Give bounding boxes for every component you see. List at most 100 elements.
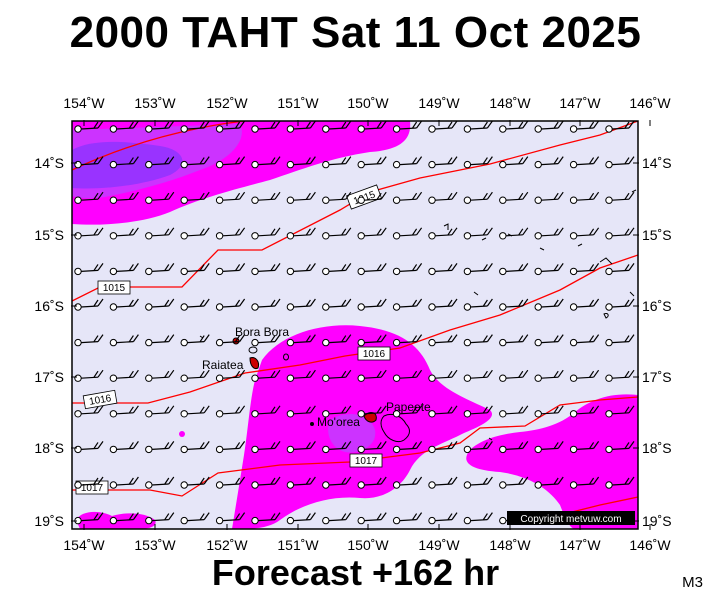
wind-barb <box>215 476 246 489</box>
isobar-label: 1017 <box>355 456 378 467</box>
x-tick-label: 153˚W <box>134 95 176 111</box>
x-tick-label: 154˚W <box>63 95 105 111</box>
wind-barb <box>145 191 175 204</box>
wind-barb <box>180 512 210 525</box>
forecast-hours: Forecast +162 hr <box>211 552 500 593</box>
wind-barb <box>322 263 352 276</box>
wind-barb <box>357 405 387 418</box>
wind-barb <box>392 227 423 240</box>
wind-barb <box>605 121 635 133</box>
wind-barb <box>641 192 669 203</box>
wind-barb <box>463 263 493 276</box>
wind-barb <box>499 156 529 169</box>
wind-barb <box>569 191 600 204</box>
wind-barb <box>428 263 458 276</box>
wind-barb <box>215 405 246 418</box>
wind-barb <box>463 476 493 489</box>
wind-barb <box>74 334 104 347</box>
y-tick-label: 19˚S <box>642 513 672 529</box>
wind-barb <box>74 227 104 240</box>
wind-barb <box>286 476 316 489</box>
wind-barb <box>428 191 458 204</box>
place-label-bora-bora: Bora Bora <box>235 325 289 339</box>
wind-barb <box>215 156 246 169</box>
wind-barb <box>74 441 104 454</box>
wind-barb <box>109 298 139 311</box>
x-tick-label: 150˚W <box>347 537 389 553</box>
wind-barb <box>569 227 600 240</box>
wind-barb <box>251 191 281 204</box>
wind-barb <box>357 476 387 489</box>
map-title: 2000 TAHT Sat 11 Oct 2025 <box>69 8 642 57</box>
wind-barb <box>74 121 104 133</box>
wind-barb <box>286 227 316 240</box>
wind-barb <box>463 441 493 454</box>
wind-barb <box>286 405 316 418</box>
wind-barb <box>392 334 423 347</box>
wind-barb <box>215 512 246 525</box>
wind-barb <box>286 121 316 133</box>
wind-barb <box>499 334 529 347</box>
wind-barb <box>180 369 210 382</box>
wind-barb <box>677 335 705 346</box>
wind-barb <box>428 441 458 454</box>
wind-barb <box>251 405 281 418</box>
wind-barb <box>74 476 104 489</box>
wind-barb <box>215 191 246 204</box>
wind-barb <box>499 405 529 418</box>
wind-barb <box>74 405 104 418</box>
wind-barb <box>286 369 316 382</box>
wind-barb <box>215 263 246 276</box>
wind-barb <box>392 298 423 311</box>
wind-barb <box>357 156 387 169</box>
wind-barb <box>569 298 600 311</box>
wind-barb <box>392 476 423 489</box>
wind-barb <box>251 441 281 454</box>
wind-barb <box>251 476 281 489</box>
wind-barb <box>534 263 564 276</box>
y-tick-label: 15˚S <box>642 227 672 243</box>
wind-barb <box>286 512 316 525</box>
wind-barb <box>605 405 635 418</box>
wind-barb <box>145 405 175 418</box>
wind-barb <box>357 334 387 347</box>
wind-barb <box>322 369 352 382</box>
wind-barb <box>534 156 564 169</box>
wind-barb <box>251 369 281 382</box>
wind-barb <box>74 156 104 169</box>
isobar-label: 1017 <box>81 483 104 494</box>
wind-barb <box>428 227 458 240</box>
wind-barb <box>286 191 316 204</box>
wind-barb <box>534 121 564 133</box>
wind-barb <box>180 263 210 276</box>
wind-barb <box>677 228 705 239</box>
x-tick-label: 151˚W <box>277 537 319 553</box>
x-tick-label: 147˚W <box>559 537 601 553</box>
wind-barb <box>215 227 246 240</box>
wind-barb <box>677 513 705 524</box>
x-tick-label: 149˚W <box>418 95 460 111</box>
y-tick-label: 18˚S <box>642 440 672 456</box>
wind-barb <box>322 476 352 489</box>
wind-barb <box>180 441 210 454</box>
wind-barb <box>392 156 423 169</box>
wind-barb <box>677 477 705 488</box>
wind-barb <box>428 121 458 133</box>
wind-barb <box>109 334 139 347</box>
wind-barb <box>677 263 705 274</box>
rain-area-central-medium <box>328 414 376 453</box>
y-tick-label: 14˚S <box>34 155 64 171</box>
wind-barb <box>605 191 635 204</box>
wind-barb <box>251 512 281 525</box>
wind-barb <box>357 121 387 133</box>
x-tick-label: 153˚W <box>134 537 176 553</box>
island-raiatea <box>249 357 259 369</box>
wind-barb <box>357 191 387 204</box>
map-frame <box>71 120 639 530</box>
wind-barb <box>677 192 705 203</box>
wind-barb <box>534 441 564 454</box>
wind-barb <box>357 298 387 311</box>
wind-barb <box>145 334 175 347</box>
wind-barb <box>251 334 281 347</box>
wind-barb <box>322 334 352 347</box>
